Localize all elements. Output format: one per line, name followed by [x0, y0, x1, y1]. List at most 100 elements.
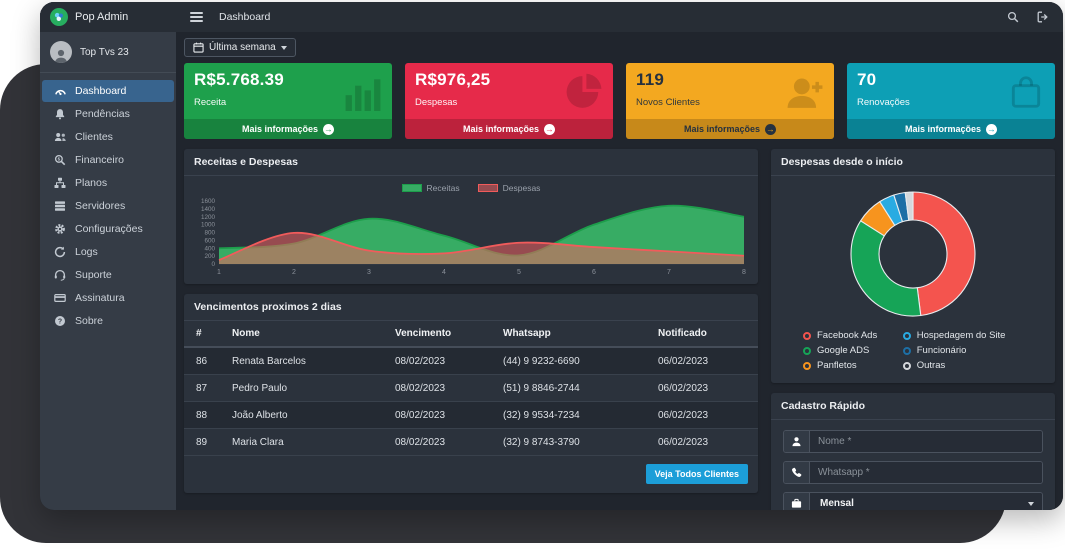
legend-ring: [803, 346, 811, 355]
svg-text:1600: 1600: [201, 198, 216, 205]
phone-icon: [784, 462, 810, 483]
stat-label: Despesas: [415, 97, 458, 108]
app-window: Pop Admin Top Tvs 23 Dashboard Pendência…: [40, 2, 1063, 510]
brand: Pop Admin: [40, 2, 176, 32]
pie-chart-icon: [566, 73, 602, 108]
legend-item[interactable]: Google ADS: [803, 345, 903, 356]
more-info-link[interactable]: Mais informações →: [626, 119, 834, 139]
stat-value: R$976,25: [415, 70, 491, 89]
chart-legend: Receitas Despesas: [192, 183, 750, 193]
more-info-link[interactable]: Mais informações →: [847, 119, 1055, 139]
topbar: Dashboard: [176, 2, 1063, 32]
plan-field-group: Mensal: [783, 492, 1043, 510]
legend-item-receitas[interactable]: Receitas: [401, 183, 460, 193]
stat-cards: R$5.768.39 Receita Mais informações → R$…: [184, 63, 1055, 139]
sidebar-item-planos[interactable]: Planos: [42, 172, 174, 194]
svg-text:$: $: [58, 157, 61, 162]
arrow-circle-right-icon: →: [986, 123, 998, 135]
panel-title: Receitas e Despesas: [184, 149, 758, 176]
question-circle-icon: ?: [53, 315, 67, 327]
shopping-bag-icon: [1011, 76, 1041, 108]
sidebar-item-label: Configurações: [75, 223, 143, 235]
sidebar-item-label: Financeiro: [75, 154, 125, 166]
svg-text:1200: 1200: [201, 214, 216, 221]
view-all-clients-button[interactable]: Veja Todos Clientes: [645, 464, 748, 484]
sidebar-item-clientes[interactable]: Clientes: [42, 126, 174, 148]
user-icon: [784, 431, 810, 452]
more-info-link[interactable]: Mais informações →: [405, 119, 613, 139]
legend-ring: [902, 331, 911, 340]
svg-text:200: 200: [204, 253, 215, 260]
sidebar-item-financeiro[interactable]: $ Financeiro: [42, 149, 174, 171]
svg-text:2: 2: [292, 269, 296, 276]
sidebar-item-configuracoes[interactable]: Configurações: [42, 218, 174, 240]
legend-ring: [902, 361, 911, 370]
table-row: 88 João Alberto 08/02/2023 (32) 9 9534-7234…: [184, 401, 758, 429]
panel-title: Despesas desde o início: [771, 149, 1055, 176]
due-clients-panel: Vencimentos proximos 2 dias # Nome Venci…: [184, 294, 758, 493]
sidebar-item-label: Assinatura: [75, 292, 125, 304]
sidebar-item-label: Logs: [75, 246, 98, 258]
plan-select[interactable]: Mensal: [810, 493, 1042, 510]
user-plus-icon: [787, 78, 823, 108]
hamburger-menu-icon[interactable]: [190, 12, 203, 22]
sync-icon: [53, 246, 67, 258]
legend-item[interactable]: Panfletos: [803, 360, 903, 371]
name-input[interactable]: [810, 431, 1042, 452]
briefcase-icon: [784, 493, 810, 510]
whatsapp-input[interactable]: [810, 462, 1042, 483]
sidebar-item-assinatura[interactable]: Assinatura: [42, 287, 174, 309]
legend-item[interactable]: Outras: [902, 360, 1031, 371]
stat-label: Renovações: [857, 97, 910, 108]
legend-item[interactable]: Hospedagem do Site: [902, 330, 1031, 341]
stat-value: R$5.768.39: [194, 70, 284, 89]
svg-text:800: 800: [204, 230, 215, 237]
page-title: Dashboard: [219, 11, 271, 23]
due-clients-table: # Nome Vencimento Whatsapp Notificado: [184, 321, 758, 455]
user-profile[interactable]: Top Tvs 23: [40, 32, 176, 73]
svg-text:7: 7: [667, 269, 671, 276]
stat-value: 119: [636, 70, 665, 89]
stat-card-novos-clientes: 119 Novos Clientes Mais informações →: [626, 63, 834, 139]
legend-item-despesas[interactable]: Despesas: [477, 183, 540, 193]
stat-card-despesas: R$976,25 Despesas Mais informações →: [405, 63, 613, 139]
sign-out-icon[interactable]: [1037, 11, 1049, 23]
sidebar-item-suporte[interactable]: Suporte: [42, 264, 174, 286]
legend-ring: [902, 346, 911, 355]
stat-label: Novos Clientes: [636, 97, 700, 108]
stat-card-renovacoes: 70 Renovações Mais informações →: [847, 63, 1055, 139]
sitemap-icon: [53, 177, 67, 189]
sidebar-item-pendencias[interactable]: Pendências: [42, 103, 174, 125]
sidebar-item-logs[interactable]: Logs: [42, 241, 174, 263]
sidebar-item-label: Pendências: [75, 108, 130, 120]
sidebar-item-servidores[interactable]: Servidores: [42, 195, 174, 217]
stat-value: 70: [857, 70, 877, 89]
sidebar-item-sobre[interactable]: ? Sobre: [42, 310, 174, 332]
whatsapp-field-group: [783, 461, 1043, 484]
date-range-filter-button[interactable]: Última semana: [184, 38, 296, 57]
arrow-circle-right-icon: →: [765, 123, 777, 135]
svg-text:1400: 1400: [201, 206, 216, 213]
legend-item[interactable]: Funcionário: [902, 345, 1031, 356]
legend-item[interactable]: Facebook Ads: [803, 330, 903, 341]
sidebar: Pop Admin Top Tvs 23 Dashboard Pendência…: [40, 2, 176, 510]
svg-text:400: 400: [204, 245, 215, 252]
topbar-actions: [1007, 11, 1049, 23]
more-info-link[interactable]: Mais informações →: [184, 119, 392, 139]
sidebar-item-label: Planos: [75, 177, 108, 189]
svg-text:8: 8: [742, 269, 746, 276]
brand-name: Pop Admin: [75, 11, 129, 23]
sidebar-item-dashboard[interactable]: Dashboard: [42, 80, 174, 102]
donut-legend: Facebook Ads Google ADS Panfletos Hosped…: [803, 330, 1031, 371]
search-icon[interactable]: [1007, 11, 1019, 23]
bell-icon: [53, 108, 67, 120]
filter-label: Última semana: [209, 42, 276, 53]
table-row: 87 Pedro Paulo 08/02/2023 (51) 9 8846-2744 0…: [184, 374, 758, 402]
name-field-group: [783, 430, 1043, 453]
bar-chart-icon: [345, 79, 381, 111]
gear-icon: [53, 223, 67, 235]
chevron-down-icon: [280, 45, 287, 50]
sidebar-item-label: Clientes: [75, 131, 113, 143]
